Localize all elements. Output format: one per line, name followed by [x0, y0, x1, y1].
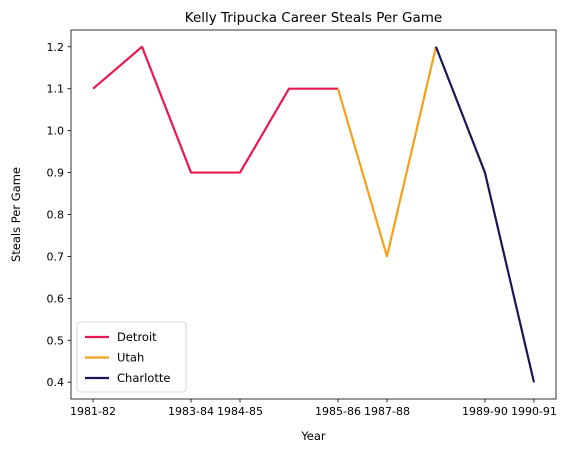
x-tick-label: 1983-84 [168, 405, 214, 418]
legend-label: Utah [117, 351, 144, 365]
x-tick-label: 1985-86 [315, 405, 361, 418]
x-tick-label: 1981-82 [70, 405, 116, 418]
y-tick-label: 0.6 [47, 292, 65, 305]
y-tick-label: 0.9 [47, 167, 65, 180]
series-line-utah [336, 46, 438, 258]
y-axis-label: Steals Per Game [9, 167, 23, 262]
y-tick-label: 0.5 [47, 334, 65, 347]
plot-lines [92, 45, 536, 383]
x-axis: 1981-82 1983-84 1984-85 1985-86 1987-88 1989-… [70, 399, 557, 418]
legend-label: Detroit [117, 330, 157, 344]
y-tick-label: 1.2 [47, 41, 65, 54]
legend-label: Charlotte [117, 371, 170, 385]
series-line-charlotte [434, 46, 536, 383]
y-tick-label: 1.0 [47, 125, 65, 138]
y-tick-label: 1.1 [47, 83, 65, 96]
x-tick-label: 1987-88 [364, 405, 410, 418]
x-tick-label: 1984-85 [217, 405, 263, 418]
series-line-detroit [92, 45, 338, 174]
legend: Detroit Utah Charlotte [76, 321, 187, 393]
x-tick-label: 1989-90 [462, 405, 508, 418]
x-axis-label: Year [300, 429, 326, 443]
chart-title: Kelly Tripucka Career Steals Per Game [185, 10, 442, 26]
y-tick-label: 0.8 [47, 209, 65, 222]
x-tick-label: 1990-91 [511, 405, 557, 418]
y-axis: 0.4 0.5 0.6 0.7 0.8 0.9 1.0 1.1 1.2 [47, 41, 71, 389]
y-tick-label: 0.7 [47, 250, 65, 263]
legend-box [76, 321, 187, 393]
y-tick-label: 0.4 [47, 376, 65, 389]
